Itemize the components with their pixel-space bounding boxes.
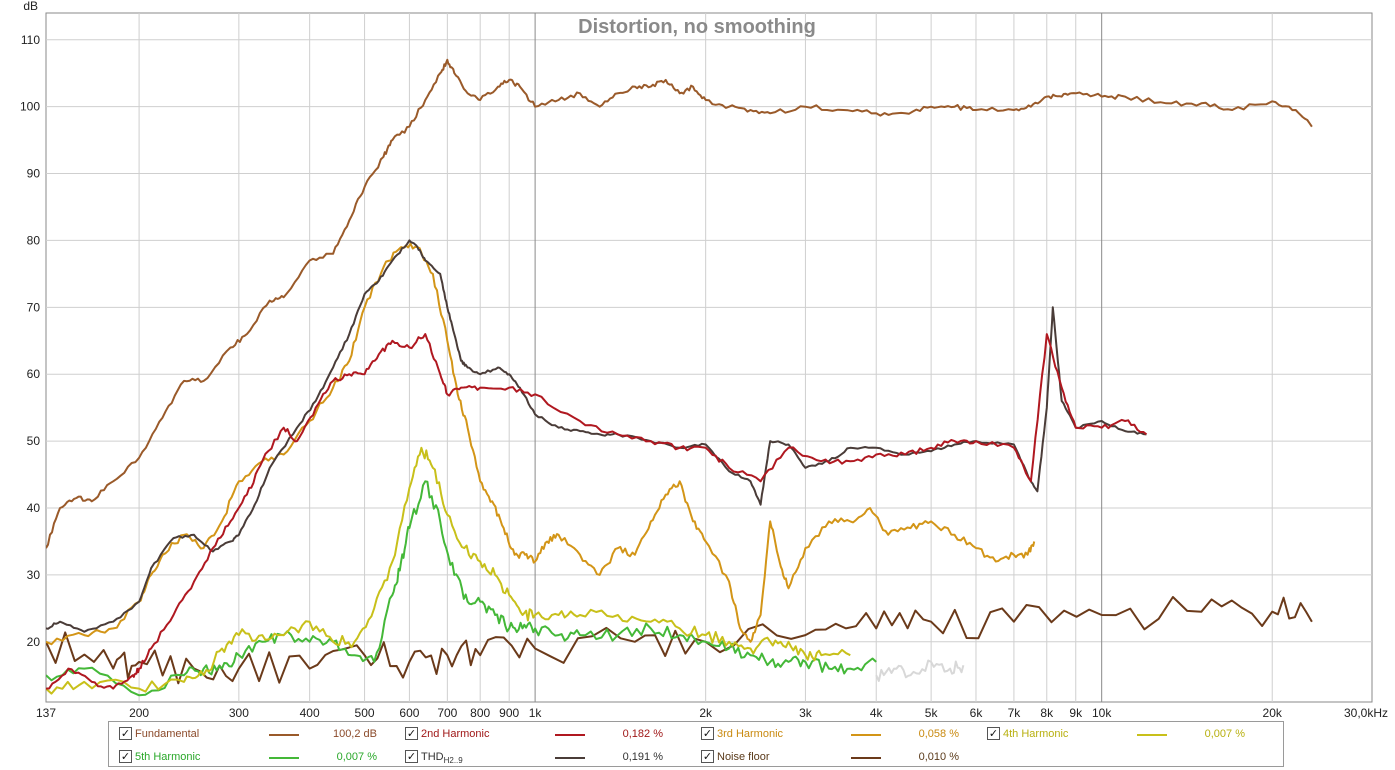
legend-item-5th-harmonic[interactable]: ✓ 5th Harmonic 0,007 % xyxy=(119,748,389,766)
legend-label-noise-floor: Noise floor xyxy=(717,751,770,763)
series-line-noise-floor xyxy=(46,596,1313,685)
x-tick-label: 7k xyxy=(1008,706,1022,720)
legend-item-4th-harmonic[interactable]: ✓ 4th Harmonic 0,007 % xyxy=(987,725,1257,743)
legend-checkbox-4th-harmonic[interactable]: ✓ xyxy=(987,727,1000,740)
x-tick-label: 137 xyxy=(36,706,56,720)
chart-title: Distortion, no smoothing xyxy=(578,16,816,38)
y-tick-label: 20 xyxy=(27,635,41,649)
y-tick-label: 90 xyxy=(27,167,41,181)
legend-checkbox-noise-floor[interactable]: ✓ xyxy=(701,750,714,763)
series-line-4th-harmonic xyxy=(46,446,851,695)
x-tick-label: 10k xyxy=(1092,706,1112,720)
legend-value-noise-floor: 0,010 % xyxy=(918,751,959,763)
y-tick-label: 60 xyxy=(27,367,41,381)
legend-label-4th-harmonic: 4th Harmonic xyxy=(1003,728,1069,740)
legend-label-fundamental: Fundamental xyxy=(135,728,200,740)
legend-checkbox-3rd-harmonic[interactable]: ✓ xyxy=(701,727,714,740)
legend-value-fundamental: 100,2 dB xyxy=(332,728,377,740)
x-tick-label: 500 xyxy=(355,706,375,720)
distortion-chart: 20 30 40 50 60 70 80 90 100 110 dB 137 200 300 400 500 6… xyxy=(20,0,1388,720)
legend-label-thd: THDH2..9 xyxy=(421,751,463,766)
legend-checkbox-thd[interactable]: ✓ xyxy=(405,750,418,763)
y-tick-label: 40 xyxy=(27,501,41,515)
x-tick-label: 1k xyxy=(529,706,543,720)
x-tick-label: 600 xyxy=(399,706,419,720)
legend-swatch-3rd-harmonic xyxy=(851,734,881,736)
x-tick-label: 200 xyxy=(129,706,149,720)
x-tick-label: 8k xyxy=(1040,706,1054,720)
x-tick-label: 4k xyxy=(870,706,884,720)
y-axis-label: dB xyxy=(23,0,38,13)
x-tick-label: 300 xyxy=(229,706,249,720)
x-tick-label: 20k xyxy=(1263,706,1283,720)
legend-swatch-fundamental xyxy=(269,734,299,736)
y-tick-label: 100 xyxy=(20,100,40,114)
x-tick-label: 900 xyxy=(499,706,519,720)
legend: ✓ Fundamental 100,2 dB ✓ 2nd Harmonic 0,182 %… xyxy=(108,721,1284,767)
legend-item-thd[interactable]: ✓ THDH2..9 0,191 % xyxy=(405,748,675,766)
legend-item-fundamental[interactable]: ✓ Fundamental 100,2 dB xyxy=(119,725,389,743)
series-line-extra xyxy=(875,659,965,682)
legend-item-noise-floor[interactable]: ✓ Noise floor 0,010 % xyxy=(701,748,971,766)
x-tick-label: 30,0kHz xyxy=(1344,706,1388,720)
y-tick-label: 50 xyxy=(27,434,41,448)
series-line-fundamental xyxy=(46,58,1313,549)
legend-checkbox-fundamental[interactable]: ✓ xyxy=(119,727,132,740)
legend-value-3rd-harmonic: 0,058 % xyxy=(918,728,959,740)
y-tick-label: 70 xyxy=(27,300,41,314)
x-tick-label: 9k xyxy=(1069,706,1083,720)
series-line-3rd-harmonic xyxy=(46,242,1036,646)
series-line-5th-harmonic xyxy=(46,480,877,697)
x-tick-label: 5k xyxy=(925,706,939,720)
series-line-2nd-harmonic xyxy=(46,333,1148,690)
legend-label-3rd-harmonic: 3rd Harmonic xyxy=(717,728,784,740)
legend-label-2nd-harmonic: 2nd Harmonic xyxy=(421,728,490,740)
x-tick-label: 3k xyxy=(799,706,813,720)
x-tick-label: 6k xyxy=(970,706,984,720)
legend-checkbox-2nd-harmonic[interactable]: ✓ xyxy=(405,727,418,740)
x-tick-label: 800 xyxy=(470,706,490,720)
legend-checkbox-5th-harmonic[interactable]: ✓ xyxy=(119,750,132,763)
legend-label-5th-harmonic: 5th Harmonic xyxy=(135,751,201,763)
legend-swatch-thd xyxy=(555,757,585,759)
legend-value-2nd-harmonic: 0,182 % xyxy=(622,728,663,740)
y-tick-label: 30 xyxy=(27,568,41,582)
legend-swatch-4th-harmonic xyxy=(1137,734,1167,736)
legend-item-3rd-harmonic[interactable]: ✓ 3rd Harmonic 0,058 % xyxy=(701,725,971,743)
legend-value-4th-harmonic: 0,007 % xyxy=(1204,728,1245,740)
x-tick-label: 700 xyxy=(437,706,457,720)
y-tick-label: 110 xyxy=(21,33,40,47)
plot-frame xyxy=(45,12,1373,703)
x-tick-label: 2k xyxy=(699,706,713,720)
x-tick-label: 400 xyxy=(300,706,320,720)
legend-item-2nd-harmonic[interactable]: ✓ 2nd Harmonic 0,182 % xyxy=(405,725,675,743)
legend-value-thd: 0,191 % xyxy=(622,751,663,763)
legend-swatch-noise-floor xyxy=(851,757,881,759)
legend-swatch-5th-harmonic xyxy=(269,757,299,759)
legend-swatch-2nd-harmonic xyxy=(555,734,585,736)
y-tick-label: 80 xyxy=(27,233,41,247)
legend-value-5th-harmonic: 0,007 % xyxy=(336,751,377,763)
